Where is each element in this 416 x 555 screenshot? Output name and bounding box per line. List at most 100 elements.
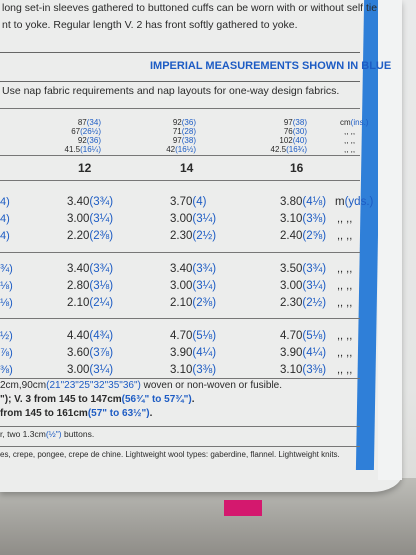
yardage-value: 4.70(5⅛) bbox=[280, 330, 326, 342]
yardage-value: 3.10(3⅜) bbox=[280, 213, 326, 225]
yardage-value-metric: 3.00 bbox=[170, 280, 193, 292]
yardage-value-imperial: (3⅜) bbox=[302, 364, 327, 376]
ditto: ,, ,, bbox=[337, 347, 353, 359]
yardage-value-imperial: (5⅛) bbox=[192, 330, 217, 342]
yardage-value-metric: 2.40 bbox=[280, 230, 303, 242]
measurement-metric: 92 bbox=[172, 118, 182, 127]
measurement-imperial: (36) bbox=[181, 118, 196, 127]
yardage-value: 3.90(4¼) bbox=[170, 347, 216, 359]
note: from 145 to 161cm(57" to 63½"). bbox=[0, 408, 152, 419]
yardage-unit-metric: m bbox=[335, 196, 345, 208]
yardage-value-metric: 2.30 bbox=[170, 230, 193, 242]
yardage-value: 3.10(3⅜) bbox=[170, 364, 216, 376]
note-segment: from 145 to 161cm bbox=[0, 408, 88, 419]
ditto: ,, ,, bbox=[337, 364, 353, 376]
yardage-value-imperial: (3¼) bbox=[89, 364, 114, 376]
note-segment: woven or non-woven or fusible. bbox=[140, 380, 283, 391]
left-fragment: 4) bbox=[0, 213, 10, 225]
ditto: ,, ,, bbox=[337, 263, 353, 275]
measurement-imperial: (26½) bbox=[80, 127, 101, 136]
note-segment: "); V. 3 from 145 to 147cm bbox=[0, 394, 122, 405]
ditto: ,, ,, bbox=[337, 297, 353, 309]
yardage-value: 2.10(2¼) bbox=[67, 297, 113, 309]
note-segment: buttons. bbox=[61, 429, 95, 439]
yardage-value-metric: 2.10 bbox=[170, 297, 193, 309]
measurement: 97(38) bbox=[284, 118, 307, 127]
yardage-value-metric: 3.00 bbox=[170, 213, 193, 225]
yardage-value-metric: 3.60 bbox=[67, 347, 90, 359]
yardage-value-metric: 3.40 bbox=[67, 196, 90, 208]
ditto: ,, ,, bbox=[337, 230, 353, 242]
note-segment: . bbox=[191, 394, 195, 405]
yardage-value-imperial: (2⅜) bbox=[89, 230, 114, 242]
yardage-value-metric: 3.80 bbox=[280, 196, 303, 208]
yardage-value: 3.40(3¾) bbox=[67, 196, 113, 208]
yardage-value: 2.10(2⅜) bbox=[170, 297, 216, 309]
measurement-imperial: (40) bbox=[292, 136, 307, 145]
yardage-value-imperial: (4¼) bbox=[192, 347, 217, 359]
yardage-value: 2.30(2½) bbox=[280, 297, 326, 309]
measurement-imperial: (38) bbox=[292, 118, 307, 127]
yardage-value: 3.00(3¼) bbox=[170, 280, 216, 292]
left-fragment: 4) bbox=[0, 196, 10, 208]
left-fragment: ⅛) bbox=[0, 280, 13, 292]
yardage-value-metric: 3.90 bbox=[280, 347, 303, 359]
note-segment: (57" to 63½") bbox=[87, 408, 150, 419]
left-fragment: ⅛) bbox=[0, 297, 13, 309]
yardage-value-imperial: (4¼) bbox=[302, 347, 327, 359]
ditto: ,, ,, bbox=[337, 280, 353, 292]
yardage-value-metric: 3.10 bbox=[280, 213, 303, 225]
yardage-value-imperial: (3¾) bbox=[192, 263, 217, 275]
measurement-metric: 67 bbox=[71, 127, 81, 136]
yardage-value: 3.80(4⅛) bbox=[280, 196, 326, 208]
yardage-value: 3.40(3¾) bbox=[170, 263, 216, 275]
yardage-value-imperial: (4⅛) bbox=[302, 196, 327, 208]
yardage-value-imperial: (2½) bbox=[302, 297, 327, 309]
yardage-value-imperial: (3¾) bbox=[302, 263, 327, 275]
pink-tag bbox=[224, 500, 262, 516]
measurement-imperial: (36) bbox=[86, 136, 101, 145]
measurement: 92(36) bbox=[78, 136, 101, 145]
measurement-imperial: (28) bbox=[181, 127, 196, 136]
yardage-value-metric: 3.40 bbox=[67, 263, 90, 275]
yardage-value-metric: 3.00 bbox=[67, 213, 90, 225]
measurement: 42(16½) bbox=[166, 145, 196, 154]
note-segment: (½") bbox=[45, 429, 62, 439]
header-text: nt to yoke. Regular length V. 2 has fron… bbox=[2, 19, 298, 31]
imperial-box bbox=[0, 52, 360, 82]
measurement: 102(40) bbox=[279, 136, 307, 145]
yardage-value-metric: 3.00 bbox=[67, 364, 90, 376]
measurement-imperial: (16½) bbox=[175, 145, 196, 154]
yardage-value: 4.70(5⅛) bbox=[170, 330, 216, 342]
measurement-imperial: (34) bbox=[86, 118, 101, 127]
ditto: ,, ,, bbox=[337, 213, 353, 225]
yardage-value-metric: 3.10 bbox=[170, 364, 193, 376]
left-fragment: ½) bbox=[0, 330, 13, 342]
note-segment: es, crepe, pongee, crepe de chine. Light… bbox=[0, 450, 340, 459]
paper bbox=[0, 0, 402, 492]
yardage-value-imperial: (3⅜) bbox=[192, 364, 217, 376]
yardage-value: 3.60(3⅞) bbox=[67, 347, 113, 359]
yardage-value: 3.00(3¼) bbox=[170, 213, 216, 225]
yardage-value-metric: 2.20 bbox=[67, 230, 90, 242]
yardage-value-metric: 3.50 bbox=[280, 263, 303, 275]
note-segment: (21"23"25"32"35"36") bbox=[46, 380, 141, 391]
yardage-value-imperial: (2⅜) bbox=[192, 297, 217, 309]
measurement-metric: 76 bbox=[283, 127, 293, 136]
yardage-value-metric: 3.00 bbox=[280, 280, 303, 292]
yardage-value: 3.00(3¼) bbox=[67, 364, 113, 376]
note: r, two 1.3cm(½") buttons. bbox=[0, 429, 94, 439]
yardage-value: 3.00(3¼) bbox=[67, 213, 113, 225]
yardage-value-metric: 2.30 bbox=[280, 297, 303, 309]
measurement: 87(34) bbox=[78, 118, 101, 127]
yardage-value-imperial: (3⅜) bbox=[302, 213, 327, 225]
rule bbox=[0, 318, 360, 319]
yardage-value: 2.30(2½) bbox=[170, 230, 216, 242]
yardage-value-imperial: (2½) bbox=[192, 230, 217, 242]
size-header: 14 bbox=[180, 161, 194, 175]
yardage-unit-imperial: (yds.) bbox=[344, 196, 374, 208]
measurement-metric: 71 bbox=[172, 127, 182, 136]
rule bbox=[0, 108, 360, 109]
ditto: ,, ,, bbox=[344, 136, 356, 145]
